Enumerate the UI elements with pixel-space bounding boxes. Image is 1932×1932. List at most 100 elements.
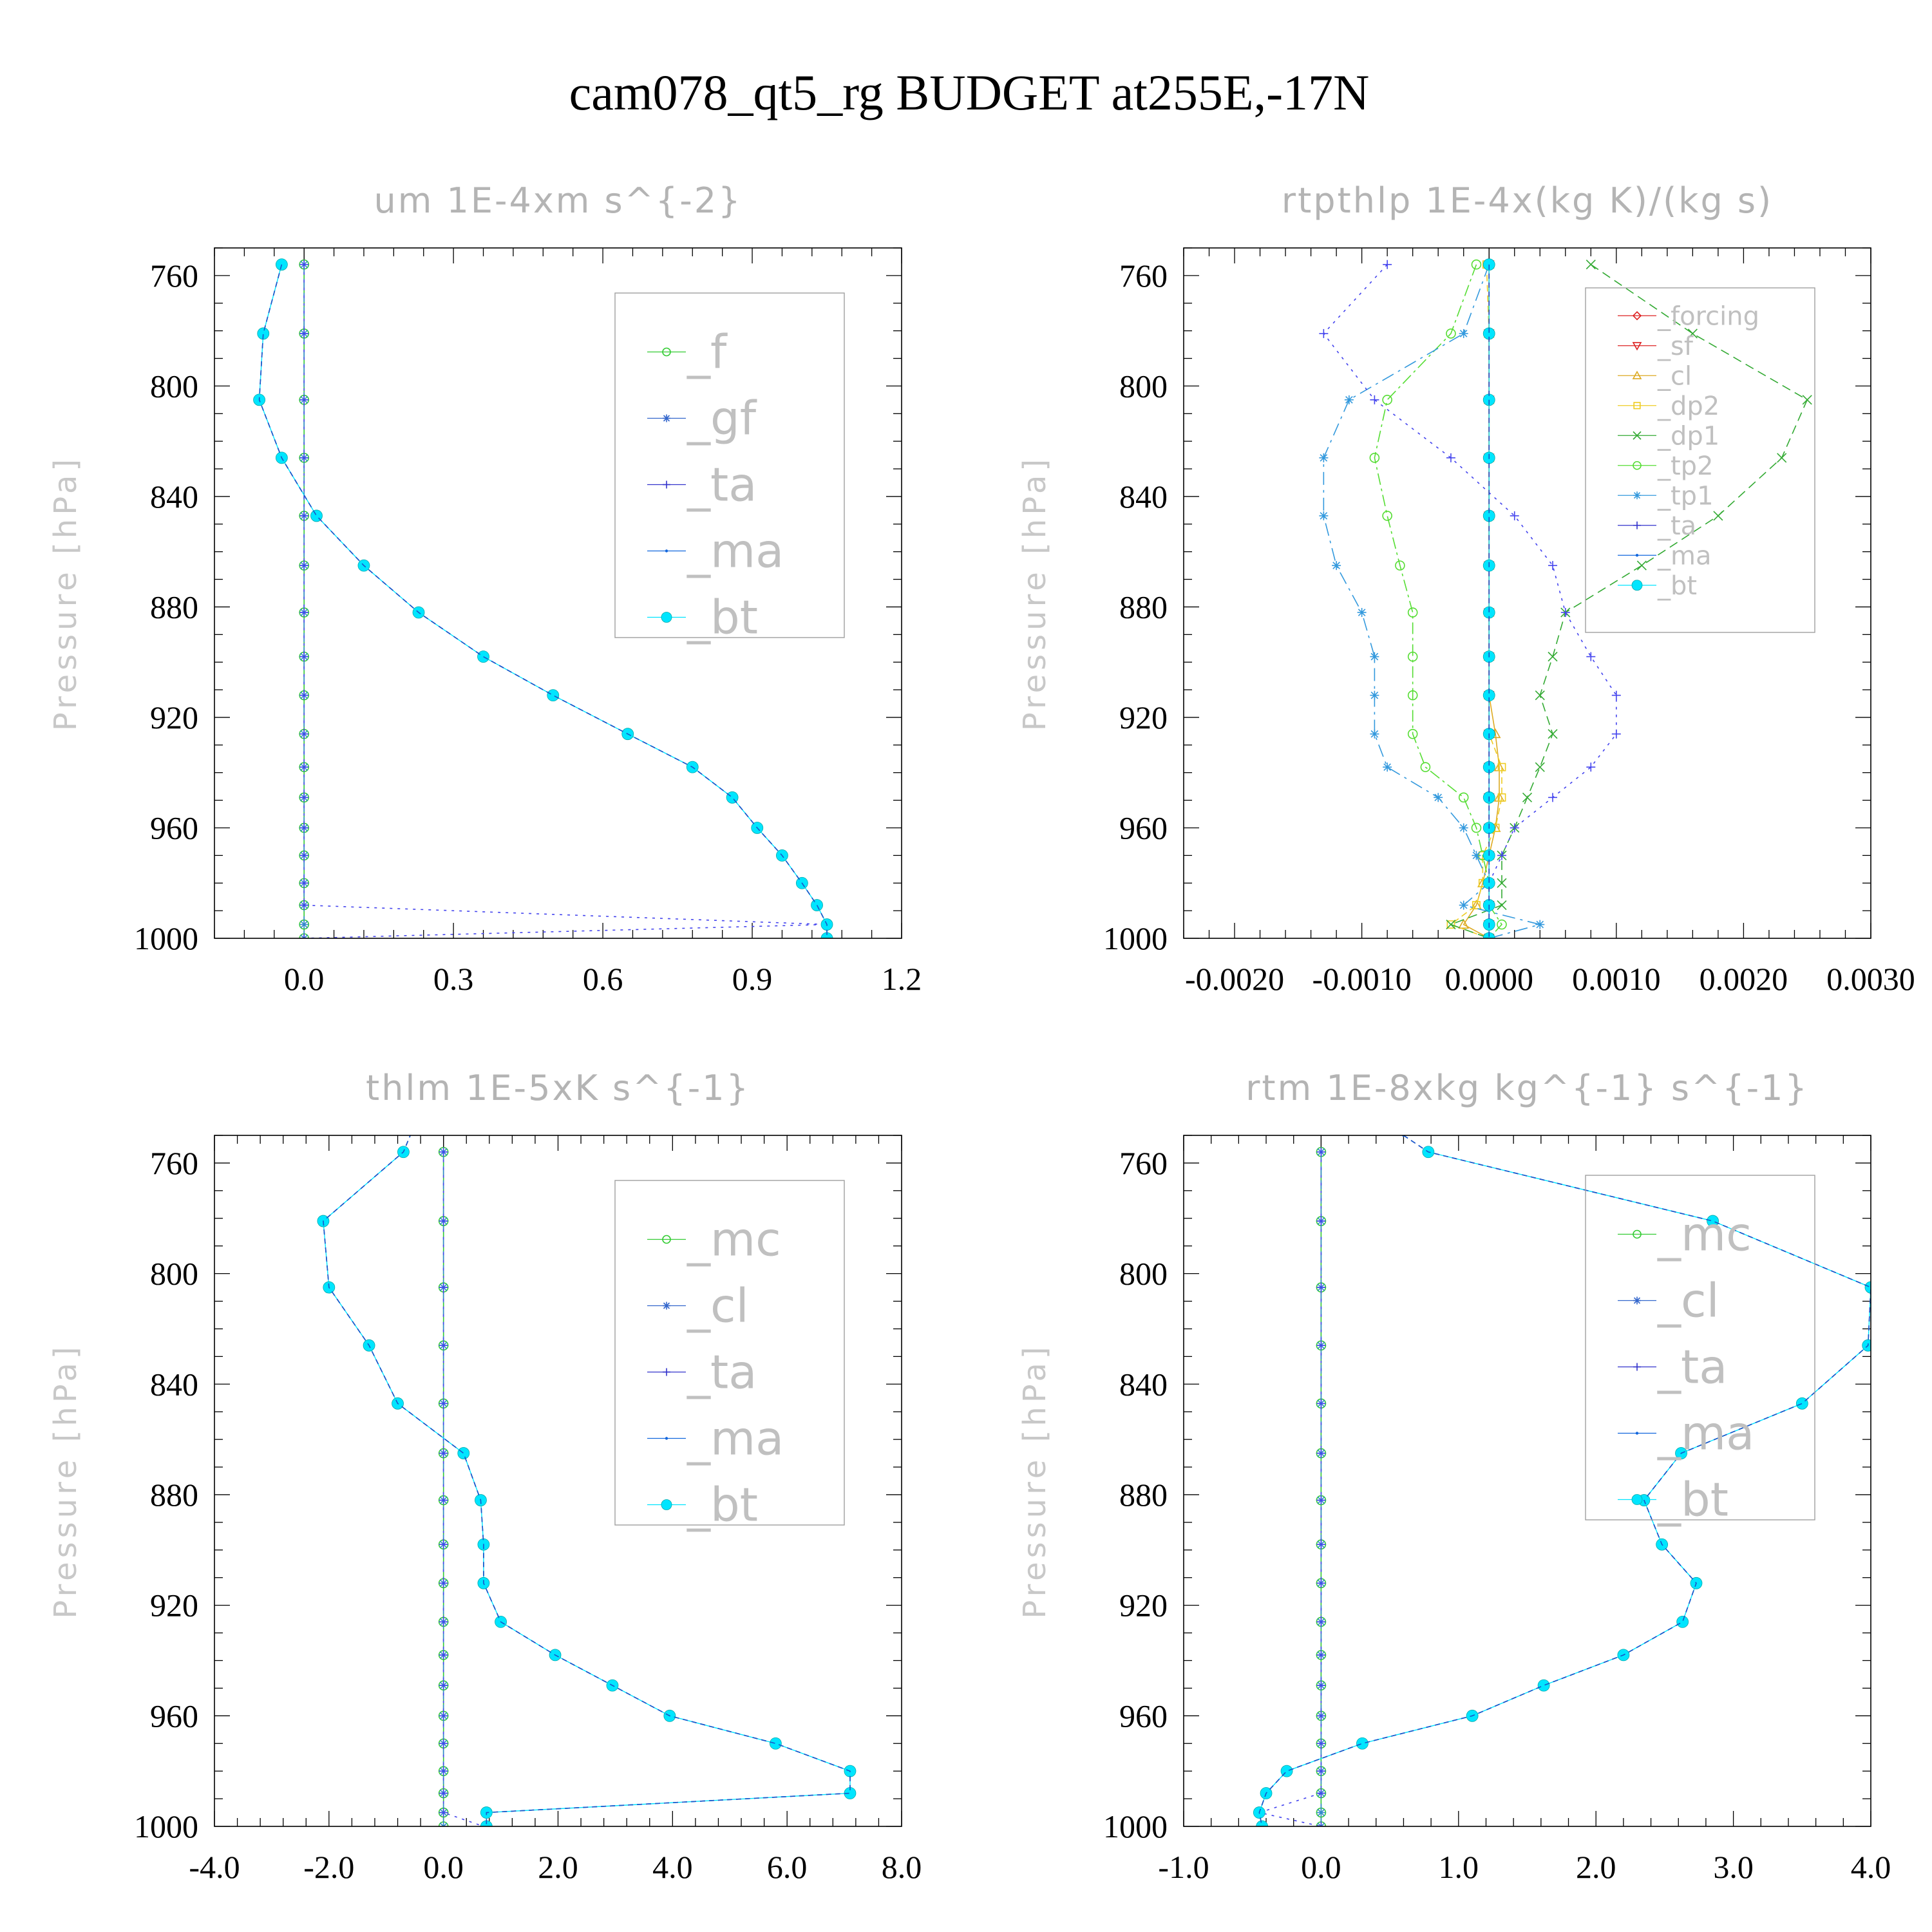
marker-x-b [1320,454,1328,462]
legend-item: _ta [1618,511,1696,541]
series-markers-ta [299,260,832,938]
legend-label: _ma [1657,541,1711,571]
y-axis-label: Pressure [hPa] [48,455,84,731]
marker-circle [1420,762,1431,772]
axis-ticks [1183,1135,1871,1827]
y-tick-label: 840 [150,1366,198,1402]
legend-label: _ma [687,524,784,578]
y-tick-label: 920 [150,699,198,735]
x-tick-label: 0.0 [1301,1849,1341,1885]
series-markers-bt [1253,1146,1871,1826]
marker-circle [1395,560,1405,571]
legend-label: _bt [1657,1473,1728,1527]
legend-item: _bt [1618,571,1697,601]
marker-circle [1382,511,1392,521]
marker-x-b [1370,652,1379,661]
legend-item: _forcing [1618,301,1759,331]
marker-circle [1382,395,1392,405]
marker-circle [662,1235,671,1244]
x-tick-label: -0.0020 [1185,961,1284,997]
marker-circle [1471,822,1482,833]
axis-ticks [1183,247,1871,939]
marker-circle [1407,690,1418,701]
legend-label: _ta [687,458,757,512]
marker-filled [1631,1494,1643,1505]
marker-x-b [1332,562,1340,569]
x-tick-label: -1.0 [1158,1849,1209,1885]
legend-item: _bt [647,591,758,645]
legend-item: _ta [647,1345,757,1399]
series-line-ma-overlay [1258,1135,1871,1826]
y-tick-label: 920 [1119,699,1168,735]
marker-filled [661,612,672,623]
legend-item: _cl [1618,361,1692,391]
panel-title: thlm 1E-5xK s^{-1} [366,1068,750,1108]
marker-x-b [1633,492,1641,499]
legend-item: _ma [647,524,784,578]
legend-label: _bt [1657,571,1697,601]
x-tick-label: 2.0 [538,1849,578,1885]
x-tick-label: -4.0 [189,1849,240,1885]
legend-label: _tp1 [1657,481,1714,511]
x-tick-label: 0.0000 [1444,961,1533,997]
marker-x-b [1497,878,1507,888]
marker-x-b [1383,763,1391,771]
series-markers-bt [317,1146,857,1826]
legend-item: _ma [647,1412,784,1466]
legend-item: _dp1 [1618,421,1719,451]
marker-triangle-up [1458,918,1470,929]
legend-label: _bt [687,1478,758,1532]
marker-dot [413,1123,416,1126]
x-tick-label: -2.0 [303,1849,354,1885]
marker-square [1446,920,1455,929]
legend-label: _ta [687,1345,757,1399]
marker-dot [1635,1432,1639,1435]
legend-box [614,292,845,638]
legend-label: _ma [687,1412,784,1466]
marker-x-b [1358,609,1366,616]
marker-filled [661,1499,672,1510]
marker-x-b [1636,560,1647,571]
series-markers-cl [1458,259,1505,938]
legend-box [614,1180,845,1526]
series-markers-ta [1255,1147,1326,1826]
marker-circle [1369,453,1380,463]
marker-circle [1471,259,1482,270]
series-layer [253,258,833,938]
marker-filled [769,1737,782,1750]
marker-x-b [1317,1808,1325,1817]
marker-filled [1862,1339,1871,1352]
legend-item: _dp2 [1618,392,1719,421]
chart-panel-1: um 1E-4xm s^{-2} Pressure [hPa] 760 800 840 8… [48,180,922,997]
legend-item: _tp1 [1618,481,1714,511]
marker-x-b [1459,330,1468,337]
legend-label: _tp2 [1657,451,1714,481]
y-tick-label: 880 [1119,589,1168,625]
marker-filled [811,899,823,911]
series-line-ta [442,1151,484,1826]
marker-x-b [1687,328,1698,339]
plot-frame [214,247,902,939]
marker-x-b [1548,652,1558,662]
y-tick-label: 760 [1119,1145,1168,1181]
marker-x-b [1459,901,1468,909]
x-tick-label: 0.0010 [1572,961,1661,997]
y-tick-label: 840 [1119,478,1168,515]
axis-ticks [214,1135,902,1827]
plot-frame [1183,1135,1871,1827]
y-tick-label: 1000 [134,1808,198,1844]
marker-filled [1631,580,1643,591]
marker-square [1633,402,1641,410]
marker-x-b [1777,453,1787,463]
panel-title: rtpthlp 1E-4x(kg K)/(kg s) [1282,180,1773,221]
x-tick-label: 1.0 [1439,1849,1479,1885]
series-markers-ma [1258,1135,1871,1826]
y-tick-label: 840 [1119,1366,1168,1402]
marker-filled [726,791,739,804]
legend-label: _ta [1657,1340,1727,1394]
marker-filled [547,689,560,702]
legend: _mc _cl _ta _ma _bt [1585,1175,1815,1527]
x-tick-label: 0.0020 [1700,961,1788,997]
y-tick-label: 760 [1119,258,1168,294]
chart-panel-2: rtpthlp 1E-4x(kg K)/(kg s) Pressure [hPa]… [1017,180,1915,997]
